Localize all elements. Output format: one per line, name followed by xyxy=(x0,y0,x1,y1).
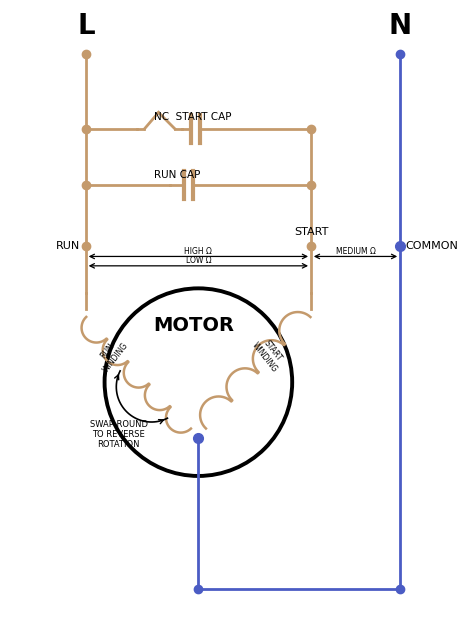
Text: START: START xyxy=(294,227,328,237)
Text: MOTOR: MOTOR xyxy=(153,317,234,335)
Text: RUN: RUN xyxy=(56,241,80,251)
Text: L: L xyxy=(77,12,95,40)
Text: SWAP ROUND
TO REVERSE
ROTATION: SWAP ROUND TO REVERSE ROTATION xyxy=(90,420,147,450)
Text: LOW Ω: LOW Ω xyxy=(186,256,211,265)
Text: RUN
WINDING: RUN WINDING xyxy=(93,334,130,374)
Text: HIGH Ω: HIGH Ω xyxy=(184,246,212,256)
Text: N: N xyxy=(389,12,411,40)
Text: RUN CAP: RUN CAP xyxy=(154,170,200,180)
Text: MEDIUM Ω: MEDIUM Ω xyxy=(336,246,375,256)
Text: COMMON: COMMON xyxy=(406,241,458,251)
Text: NC  START CAP: NC START CAP xyxy=(154,112,231,122)
Text: START
WINDING: START WINDING xyxy=(250,334,287,374)
